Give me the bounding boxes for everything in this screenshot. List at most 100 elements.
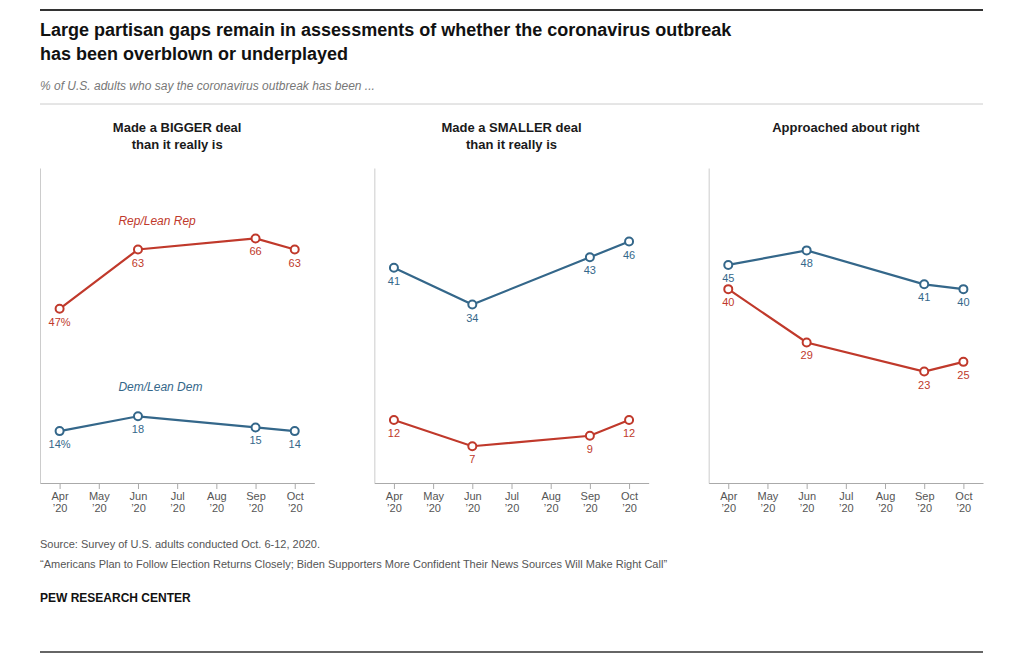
data-label: 41 <box>918 291 930 303</box>
x-tick-label: Jul’20 <box>839 490 854 515</box>
x-tick-mark <box>728 483 729 489</box>
top-rule <box>40 9 983 11</box>
y-axis <box>40 169 41 484</box>
series-line <box>728 289 963 371</box>
x-tick-label: Oct’20 <box>955 490 972 515</box>
x-tick-label: Jun’20 <box>798 490 816 515</box>
point <box>291 246 299 254</box>
x-tick-label: Apr’20 <box>386 490 403 515</box>
x-tick-label: Jun’20 <box>130 490 148 515</box>
x-tick-mark <box>767 483 768 489</box>
title: Large partisan gaps remain in assessment… <box>40 20 732 64</box>
x-tick-label: Apr’20 <box>52 490 69 515</box>
x-tick-label: Jul’20 <box>170 490 185 515</box>
labels: 47%63666314%181514Rep/Lean RepDem/Lean D… <box>49 214 301 450</box>
plot-area <box>390 238 633 451</box>
series-line <box>394 242 629 305</box>
x-tick: Sep’20 <box>581 483 601 514</box>
subtitle-rule <box>40 104 983 105</box>
data-label: 14% <box>49 438 71 450</box>
x-tick: Oct’20 <box>955 483 972 514</box>
y-axis <box>709 169 710 484</box>
x-tick: Sep’20 <box>915 483 935 514</box>
data-label: 48 <box>801 257 813 269</box>
footer-note: “Americans Plan to Follow Election Retur… <box>40 558 667 570</box>
x-tick-mark <box>846 483 847 489</box>
point <box>959 358 967 366</box>
x-tick: Jun’20 <box>798 483 816 514</box>
x-tick-label: Aug’20 <box>541 490 561 515</box>
plot-area <box>56 234 299 435</box>
series-label: Dem/Lean Dem <box>118 380 202 394</box>
data-label: 12 <box>623 427 635 439</box>
point <box>586 253 594 261</box>
x-tick: Aug’20 <box>207 483 227 514</box>
x-tick: May’20 <box>423 483 444 514</box>
branding: PEW RESEARCH CENTER <box>40 591 191 605</box>
data-label: 12 <box>388 427 400 439</box>
point <box>56 427 64 435</box>
x-tick-label: May’20 <box>423 490 444 515</box>
point <box>468 442 476 450</box>
data-label: 46 <box>623 249 635 261</box>
x-tick: Aug’20 <box>876 483 896 514</box>
x-axis: Apr’20May’20Jun’20Jul’20Aug’20Sep’20Oct’… <box>709 483 983 514</box>
data-label: 41 <box>388 275 400 287</box>
x-tick-mark <box>963 483 964 489</box>
x-tick: Jul’20 <box>505 483 520 514</box>
data-label: 23 <box>918 379 930 391</box>
x-tick-mark <box>256 483 257 489</box>
panel: Approached about rightApr’20May’20Jun’20… <box>709 120 983 514</box>
point <box>134 412 142 420</box>
x-tick-mark <box>924 483 925 489</box>
data-label: 29 <box>801 349 813 361</box>
data-label: 14 <box>289 438 301 450</box>
x-tick-label: May’20 <box>758 490 779 515</box>
point <box>803 338 811 346</box>
x-tick: Aug’20 <box>541 483 561 514</box>
data-label: 18 <box>132 423 144 435</box>
x-tick: Jun’20 <box>464 483 482 514</box>
x-tick: Apr’20 <box>52 483 69 514</box>
x-tick-label: May’20 <box>89 490 110 515</box>
x-tick: Jul’20 <box>170 483 185 514</box>
point <box>586 432 594 440</box>
point <box>252 234 260 242</box>
x-axis: Apr’20May’20Jun’20Jul’20Aug’20Sep’20Oct’… <box>375 483 649 514</box>
series-label: Rep/Lean Rep <box>118 214 196 228</box>
x-tick: Oct’20 <box>287 483 304 514</box>
data-label: 45 <box>722 272 734 284</box>
series-line <box>394 420 629 446</box>
x-tick-mark <box>807 483 808 489</box>
subtitle: % of U.S. adults who say the coronavirus… <box>40 79 375 93</box>
footer-note: Source: Survey of U.S. adults conducted … <box>40 538 320 550</box>
point <box>803 246 811 254</box>
x-tick: Jul’20 <box>839 483 854 514</box>
x-tick-mark <box>99 483 100 489</box>
plot-area <box>724 246 967 375</box>
labels: 4029232545484140 <box>722 257 969 390</box>
series-line <box>60 416 295 431</box>
data-label: 34 <box>466 312 478 324</box>
y-axis-line <box>709 169 710 484</box>
x-tick-label: Sep’20 <box>915 490 935 515</box>
series-line <box>728 250 963 289</box>
x-tick-mark <box>216 483 217 489</box>
bottom-rule <box>40 651 983 653</box>
x-tick-mark <box>177 483 178 489</box>
point <box>390 416 398 424</box>
point <box>724 261 732 269</box>
point <box>134 246 142 254</box>
x-tick: Jun’20 <box>130 483 148 514</box>
x-tick-mark <box>629 483 630 489</box>
x-tick-label: Sep’20 <box>246 490 266 515</box>
x-tick-mark <box>885 483 886 489</box>
data-label: 43 <box>584 264 596 276</box>
point <box>625 238 633 246</box>
data-label: 25 <box>957 369 969 381</box>
y-axis-line <box>40 169 41 484</box>
panel: Made a BIGGER dealthan it really isApr’2… <box>41 120 315 514</box>
x-tick: May’20 <box>758 483 779 514</box>
x-tick-mark <box>295 483 296 489</box>
x-tick-mark <box>590 483 591 489</box>
